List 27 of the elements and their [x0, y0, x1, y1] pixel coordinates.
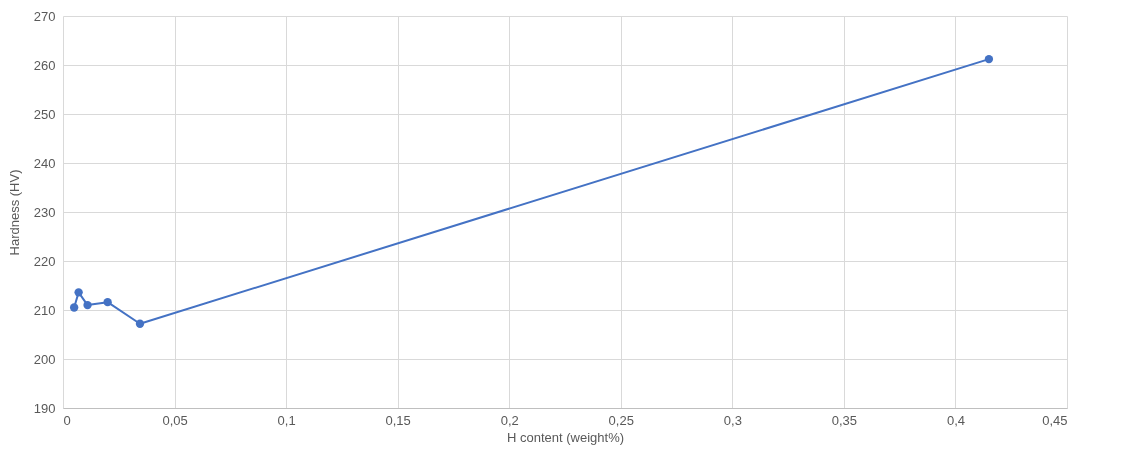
x-tick-label: 0,35: [831, 412, 858, 428]
x-tick-label: 0,2: [500, 412, 519, 428]
x-tick-label: 0,1: [277, 412, 296, 428]
y-tick-label: 210: [33, 302, 56, 318]
y-tick-label: 200: [33, 351, 56, 367]
point: [83, 300, 92, 310]
point: [984, 54, 994, 64]
point: [135, 319, 145, 328]
y-tick-label: 270: [33, 8, 56, 24]
y-tick-label: 230: [33, 204, 56, 220]
point: [69, 303, 79, 312]
x-tick-label: 0,15: [385, 412, 411, 428]
x-tick-label: 0,4: [946, 412, 965, 428]
y-axis-title: Hardness (HV): [6, 169, 22, 256]
y-tick-label: 260: [33, 57, 56, 73]
x-tick-label: 0,05: [162, 412, 188, 428]
y-tick-label: 240: [33, 155, 56, 171]
point: [103, 297, 112, 307]
y-tick-label: 190: [33, 400, 56, 416]
x-tick-label: 0,25: [608, 412, 634, 428]
x-axis-title: H content (weight%): [506, 429, 625, 445]
y-tick-label: 250: [33, 106, 56, 122]
x-tick-label: 0,3: [723, 412, 742, 428]
x-tick-label: 0: [63, 412, 71, 428]
point: [74, 288, 83, 297]
x-tick-label: 0,45: [1042, 412, 1068, 428]
y-tick-label: 220: [33, 253, 56, 269]
